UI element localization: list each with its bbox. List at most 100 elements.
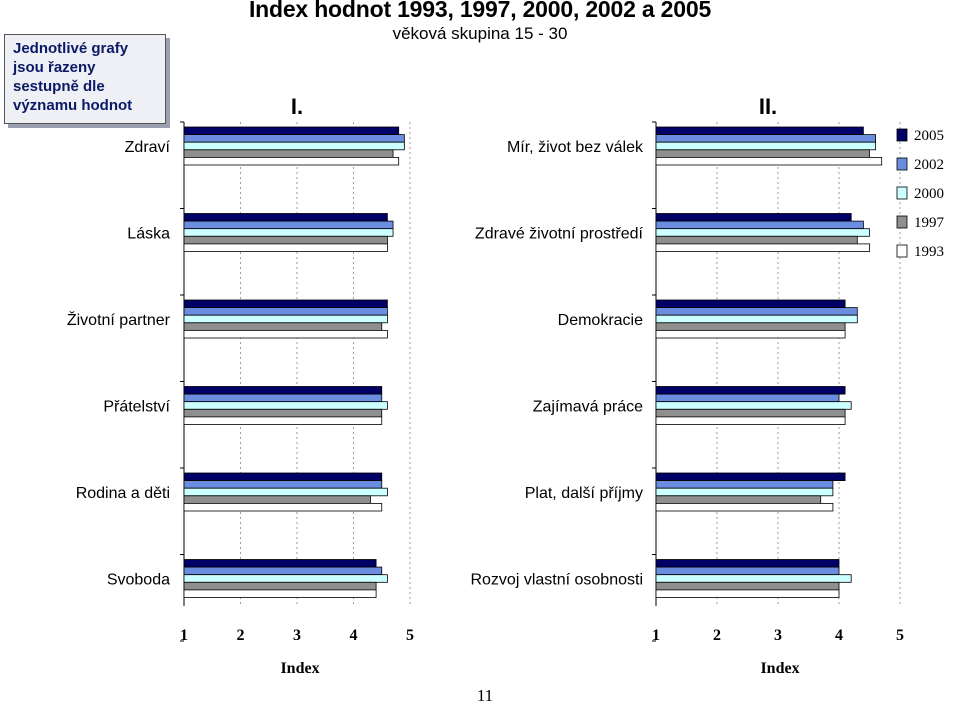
sorting-note: Jednotlivé grafy jsou řazeny sestupně dl… — [4, 34, 166, 124]
bar — [183, 156, 400, 166]
bar — [183, 314, 388, 324]
bar — [183, 322, 383, 331]
bar — [655, 416, 846, 425]
bar — [183, 502, 383, 512]
bar — [183, 386, 383, 395]
legend-label: 1993 — [914, 244, 944, 260]
chart-title: Index hodnot 1993, 1997, 2000, 2002 a 20… — [248, 0, 712, 22]
category-label: Životní partner — [67, 310, 171, 329]
bar — [183, 141, 405, 151]
legend-swatch — [896, 157, 908, 171]
legend-swatch — [896, 186, 908, 200]
bar — [655, 386, 846, 395]
legend-label: 2005 — [914, 128, 944, 144]
bar — [655, 329, 846, 339]
bar — [655, 480, 834, 489]
bar — [183, 243, 388, 252]
x-tick-label: 4 — [835, 627, 843, 644]
bar — [183, 581, 377, 591]
bar — [183, 134, 405, 143]
bar — [655, 299, 846, 308]
bar — [655, 502, 834, 512]
bar — [183, 480, 383, 489]
bar — [655, 495, 822, 504]
bar — [183, 220, 394, 230]
x-axis-title: Index — [760, 660, 799, 677]
x-tick-label: 2 — [237, 627, 245, 644]
bar — [655, 314, 858, 324]
bar — [183, 408, 383, 418]
category-label: Rodina a děti — [76, 485, 170, 502]
bar — [655, 228, 870, 237]
bar — [183, 126, 400, 135]
x-tick-label: 5 — [406, 627, 414, 644]
panel-label: I. — [291, 94, 303, 119]
bar — [655, 581, 840, 591]
x-tick-label: 5 — [896, 627, 904, 644]
category-label: Plat, další příjmy — [525, 485, 643, 502]
bar — [183, 149, 394, 158]
bar — [655, 134, 877, 143]
legend-label: 2000 — [914, 186, 944, 202]
bar — [183, 416, 383, 425]
bar — [183, 299, 388, 308]
bar — [183, 487, 388, 497]
x-tick-label: 4 — [350, 627, 358, 644]
bar — [655, 156, 883, 166]
legend-label: 2002 — [914, 157, 944, 173]
category-label: Přátelství — [103, 399, 170, 416]
bar — [655, 141, 877, 151]
bar — [655, 408, 846, 418]
bar — [183, 401, 388, 410]
bar — [655, 213, 852, 222]
bar — [655, 393, 840, 403]
legend-swatch — [896, 244, 908, 258]
bar — [655, 235, 858, 245]
x-axis-title: Index — [280, 660, 319, 677]
category-label: Zajímavá práce — [533, 399, 643, 416]
category-label: Svoboda — [107, 572, 170, 589]
bar — [183, 559, 377, 568]
category-label: Rozvoj vlastní osobnosti — [470, 572, 643, 589]
bar — [183, 495, 371, 504]
bar — [183, 566, 383, 576]
bar — [655, 559, 840, 568]
category-label: Mír, život bez válek — [507, 139, 644, 156]
panel-label: II. — [759, 94, 777, 119]
legend-label: 1997 — [914, 215, 945, 231]
bar — [655, 307, 858, 316]
category-label: Demokracie — [558, 312, 643, 329]
x-tick-label: 2 — [713, 627, 721, 644]
bar — [655, 472, 846, 481]
category-label: Zdraví — [125, 139, 171, 156]
bar — [655, 126, 864, 135]
bar — [183, 574, 388, 583]
bar — [655, 566, 840, 576]
bar — [183, 589, 377, 598]
chart-subtitle: věková skupina 15 - 30 — [392, 24, 568, 43]
x-tick-label: 1 — [652, 627, 660, 644]
legend-swatch — [896, 128, 908, 142]
bar — [183, 228, 394, 237]
bar — [183, 329, 388, 339]
bar — [655, 322, 846, 331]
bar — [655, 220, 864, 230]
bar — [655, 574, 852, 583]
bar — [183, 472, 383, 481]
x-tick-label: 1 — [180, 627, 188, 644]
bar — [655, 401, 852, 410]
bar — [183, 307, 388, 316]
x-tick-label: 3 — [293, 627, 301, 644]
page-number: 11 — [476, 686, 494, 705]
bar — [655, 149, 870, 158]
category-label: Láska — [127, 226, 170, 243]
bar — [183, 393, 383, 403]
bar — [655, 487, 834, 497]
x-tick-label: 3 — [774, 627, 782, 644]
bar — [655, 589, 840, 598]
bar — [183, 213, 388, 222]
bar — [655, 243, 870, 252]
category-label: Zdravé životní prostředí — [475, 226, 644, 243]
legend-swatch — [896, 215, 908, 229]
